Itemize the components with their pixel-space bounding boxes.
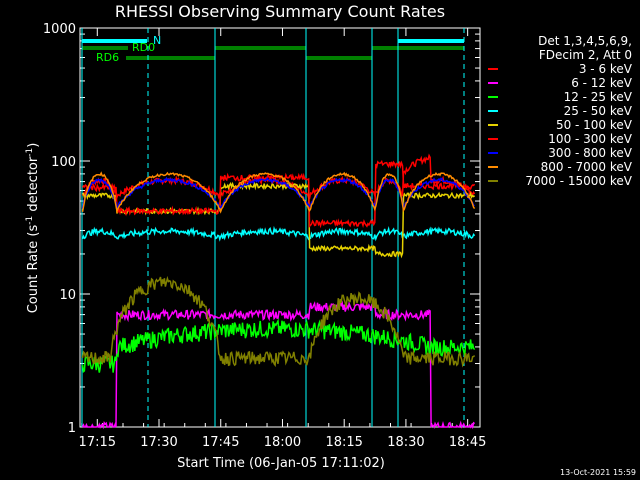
x-tick-label-4: 18:15 (325, 435, 362, 450)
y-tick-label-2: 100 (51, 155, 76, 170)
flag-rd0-label: RD0 (132, 41, 155, 54)
flag-n-label: N (153, 34, 161, 47)
legend-header-line1: Det 1,3,4,5,6,9, (538, 34, 632, 48)
x-tick-label-6: 18:45 (449, 435, 486, 450)
legend-entry-3: 25 - 50 keV (564, 104, 633, 118)
chart-title: RHESSI Observing Summary Count Rates (115, 2, 445, 21)
event-lines (81, 28, 465, 427)
footer-date: 13-Oct-2021 15:59 (560, 468, 636, 477)
legend-entry-7: 800 - 7000 keV (541, 160, 633, 174)
legend-entry-6: 300 - 800 keV (548, 146, 632, 160)
data-curves (81, 153, 476, 430)
x-tick-label-1: 17:30 (140, 435, 177, 450)
legend-entry-2: 12 - 25 keV (564, 90, 633, 104)
series-line-7 (81, 171, 476, 215)
y-tick-label-3: 1000 (43, 22, 76, 37)
legend-entry-5: 100 - 300 keV (548, 132, 632, 146)
x-axis-label: Start Time (06-Jan-05 17:11:02) (177, 456, 385, 471)
plot-frame (79, 27, 481, 428)
series-line-3 (81, 225, 476, 242)
series-line-8 (81, 275, 476, 368)
x-tick-label-3: 18:00 (264, 435, 301, 450)
axis-ticks: 17:15 17:30 17:45 18:00 18:15 18:30 18:45 1 10 10… (43, 22, 486, 450)
legend-entry-0: 3 - 6 keV (579, 62, 633, 76)
flag-bars: N RD0 RD6 (82, 34, 464, 64)
legend-entry-4: 50 - 100 keV (556, 118, 633, 132)
y-tick-label-0: 1 (68, 421, 76, 436)
legend-entry-8: 7000 - 15000 keV (525, 174, 632, 188)
legend-header-line2: FDecim 2, Att 0 (539, 48, 632, 62)
series-line-2 (81, 318, 476, 373)
y-tick-label-1: 10 (59, 288, 76, 303)
y-axis-label: Count Rate (s-1 detector-1) (25, 143, 41, 314)
x-tick-label-2: 17:45 (202, 435, 239, 450)
x-tick-label-5: 18:30 (387, 435, 424, 450)
legend: Det 1,3,4,5,6,9, FDecim 2, Att 0 3 - 6 k… (488, 34, 633, 188)
series-line-1 (81, 300, 476, 430)
series-line-4 (82, 180, 476, 259)
legend-entry-1: 6 - 12 keV (571, 76, 633, 90)
x-tick-label-0: 17:15 (79, 435, 116, 450)
flag-rd6-label: RD6 (96, 51, 119, 64)
